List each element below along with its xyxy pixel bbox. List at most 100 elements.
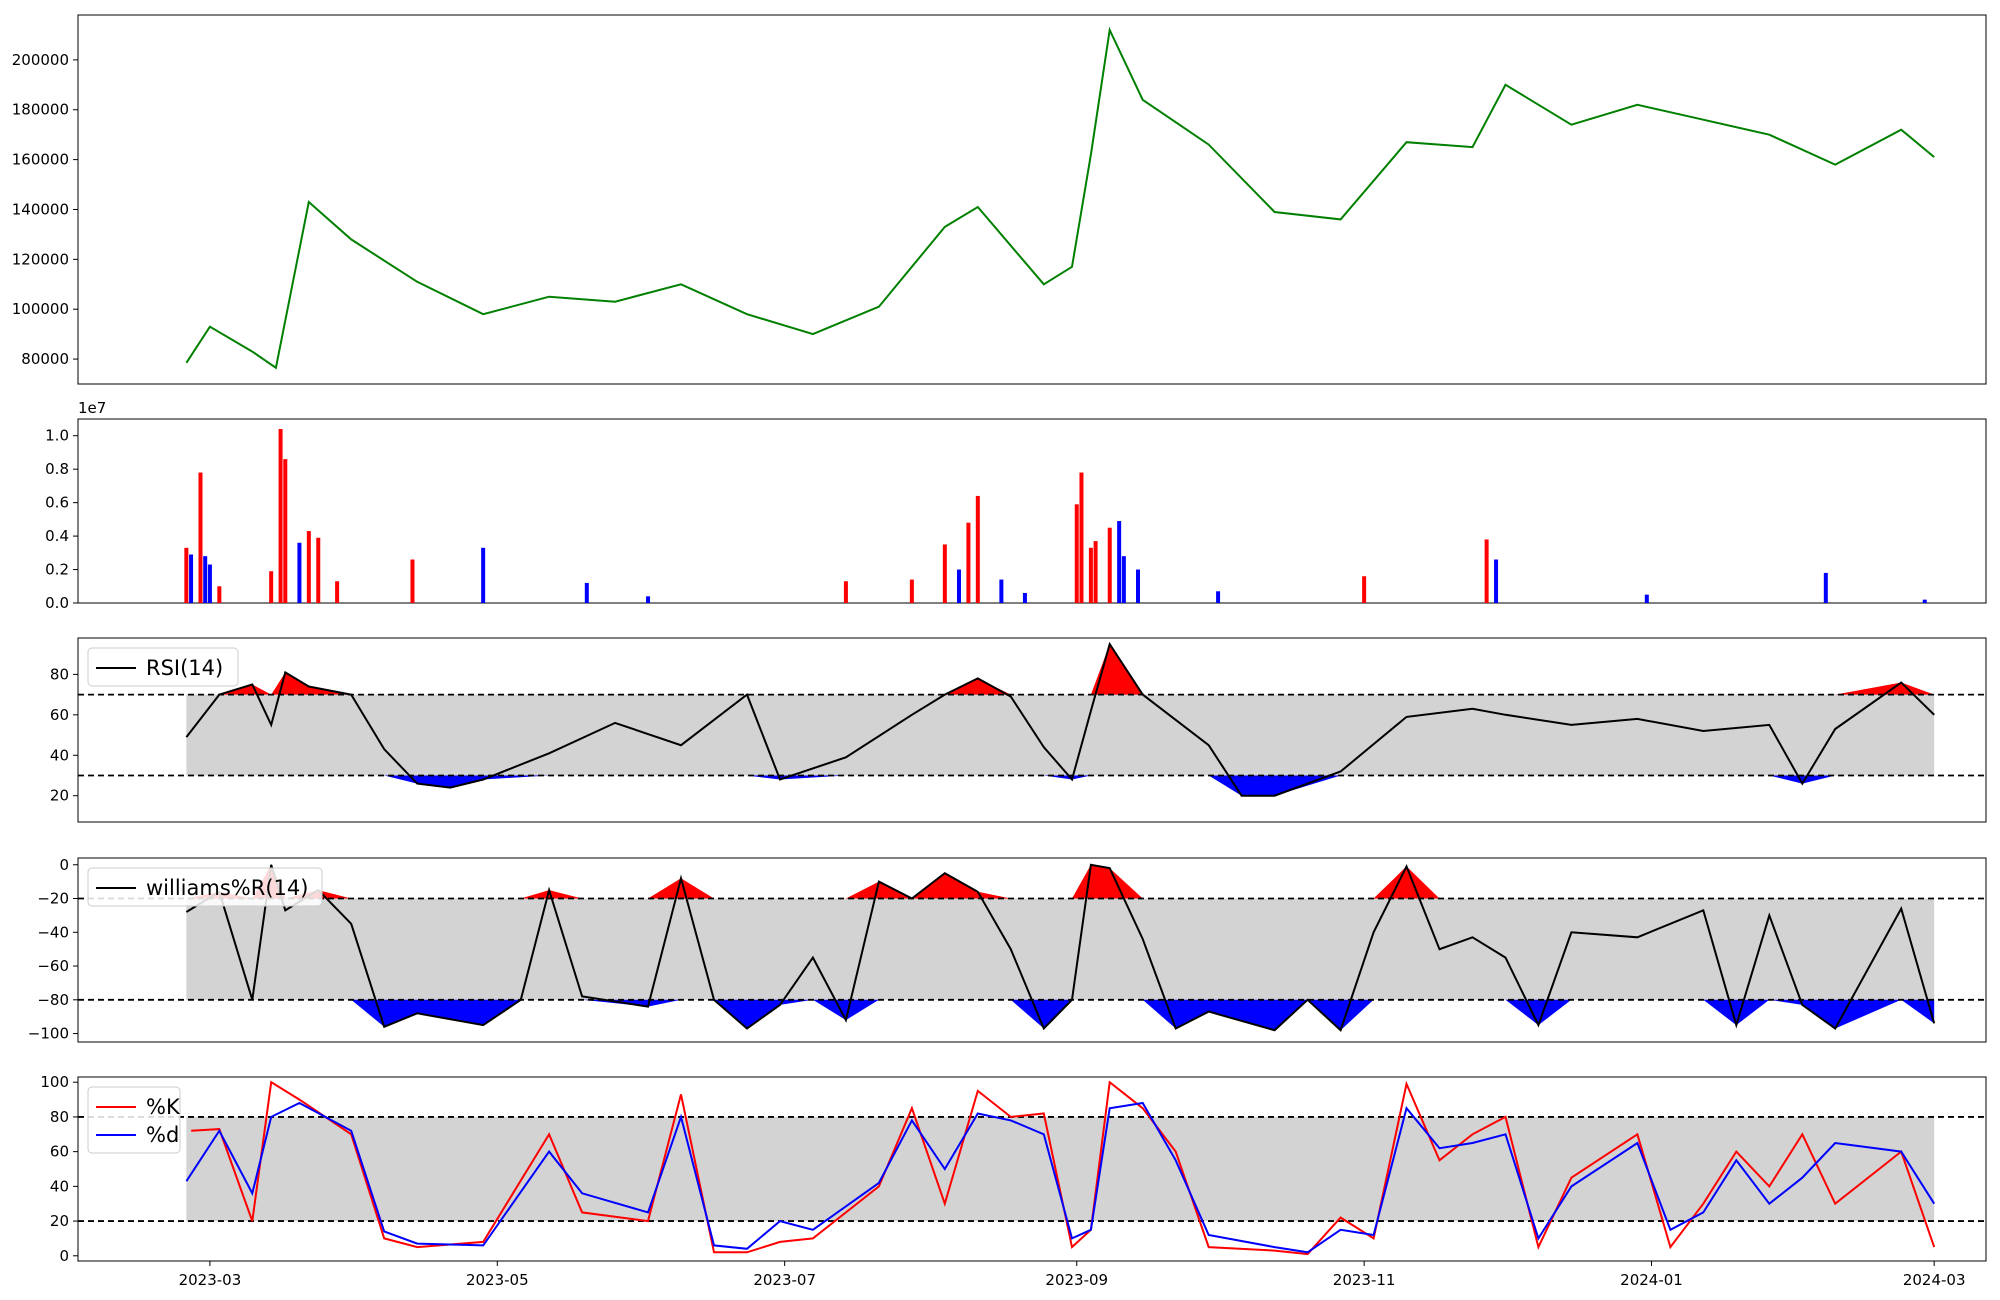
volume-ytick-label: 0.0 — [45, 594, 69, 612]
williams-ytick-label: −60 — [37, 957, 69, 975]
volume-bar — [1644, 594, 1649, 603]
date-tick-label: 2023-05 — [466, 1271, 529, 1289]
volume-bar — [278, 429, 283, 603]
stochastic-ytick-label: 0 — [59, 1247, 69, 1265]
stochastic-ytick-label: 40 — [50, 1177, 69, 1195]
rsi-panel-frame — [77, 637, 1987, 823]
williams-line — [185, 863, 1936, 1032]
volume-bar — [1484, 539, 1489, 603]
volume-bar — [335, 581, 340, 603]
legend-label: williams%R(14) — [146, 876, 308, 900]
stochastic-ytick-label: 60 — [50, 1143, 69, 1161]
volume-bar — [584, 582, 589, 603]
volume-bar — [217, 586, 222, 603]
williams-ytick-label: −100 — [28, 1025, 69, 1043]
price-ytick-label: 100000 — [12, 300, 69, 318]
stochastic-k-line — [191, 1080, 1936, 1256]
rsi-neutral-band — [186, 694, 1935, 776]
price-line — [185, 26, 1935, 370]
rsi-ytick-label: 80 — [50, 665, 69, 683]
williams-oversold-fill — [186, 999, 1935, 1031]
volume-bar — [1079, 472, 1084, 603]
price-ytick-label: 200000 — [12, 51, 69, 69]
volume-bar — [909, 579, 914, 603]
volume-bar — [956, 569, 961, 603]
volume-bar — [203, 556, 208, 603]
williams-panel-frame — [77, 857, 1987, 1043]
rsi-oversold-fill — [186, 775, 1935, 796]
price-ytick-label: 80000 — [21, 350, 69, 368]
date-tick-label: 2024-01 — [1620, 1271, 1683, 1289]
williams-ytick-label: −80 — [37, 991, 69, 1009]
stochastic-d-line — [185, 1101, 1936, 1254]
williams-ytick-label: 0 — [59, 856, 69, 874]
volume-bar — [646, 596, 651, 603]
williams-ytick-label: −20 — [37, 890, 69, 908]
volume-bar — [297, 542, 302, 603]
volume-ytick-label: 0.2 — [45, 561, 69, 579]
volume-ytick-label: 0.4 — [45, 527, 69, 545]
volume-bar — [942, 544, 947, 603]
legend-label: RSI(14) — [146, 656, 223, 680]
stochastic-ytick-label: 100 — [40, 1073, 69, 1091]
legend-label: %K — [146, 1095, 181, 1119]
volume-bar — [1922, 599, 1927, 603]
volume-bar — [1362, 576, 1367, 603]
volume-bar — [1216, 591, 1221, 603]
date-tick-label: 2024-03 — [1903, 1271, 1966, 1289]
rsi-ytick-label: 40 — [50, 746, 69, 764]
legend-box — [87, 647, 239, 687]
stochastic-ytick-label: 20 — [50, 1212, 69, 1230]
volume-bar — [966, 522, 971, 603]
date-tick-label: 2023-09 — [1045, 1271, 1108, 1289]
price-panel-frame — [77, 14, 1987, 385]
volume-bar — [1136, 569, 1140, 603]
volume-bar — [1093, 541, 1098, 603]
volume-bar — [207, 564, 212, 603]
volume-bar — [410, 559, 415, 603]
volume-bar — [843, 581, 848, 603]
volume-bar — [1494, 559, 1499, 603]
williams-ytick-label: −40 — [37, 923, 69, 941]
date-tick-label: 2023-03 — [179, 1271, 242, 1289]
williams-neutral-band — [186, 898, 1935, 1000]
volume-bar — [1088, 547, 1093, 603]
rsi-overbought-fill — [186, 644, 1935, 695]
volume-ytick-label: 1.0 — [45, 427, 69, 445]
volume-bar — [184, 547, 189, 603]
volume-bar — [1117, 521, 1122, 603]
volume-bar — [999, 579, 1004, 603]
price-ytick-label: 180000 — [12, 101, 69, 119]
volume-bar — [306, 531, 311, 603]
stochastic-neutral-band — [186, 1116, 1935, 1222]
volume-bar — [1022, 592, 1027, 603]
rsi-ytick-label: 20 — [50, 787, 69, 805]
date-tick-label: 2023-07 — [753, 1271, 816, 1289]
volume-bar — [1121, 556, 1126, 603]
volume-panel-frame — [77, 418, 1987, 604]
volume-bar — [1823, 572, 1828, 603]
legend-box — [87, 1086, 181, 1154]
rsi-line — [185, 641, 1935, 797]
volume-scale-label: 1e7 — [78, 399, 106, 417]
volume-bar — [198, 472, 203, 603]
date-tick-label: 2023-11 — [1333, 1271, 1396, 1289]
volume-bar — [316, 537, 321, 603]
volume-ytick-label: 0.6 — [45, 494, 69, 512]
stochastic-ytick-label: 80 — [50, 1108, 69, 1126]
price-ytick-label: 160000 — [12, 151, 69, 169]
williams-overbought-fill — [186, 864, 1935, 899]
legend-label: %d — [146, 1123, 179, 1147]
price-ytick-label: 120000 — [12, 250, 69, 268]
volume-bar — [975, 495, 980, 603]
volume-bar — [269, 571, 274, 603]
volume-bar — [189, 554, 194, 603]
rsi-ytick-label: 60 — [50, 706, 69, 724]
volume-bar — [283, 459, 288, 603]
volume-ytick-label: 0.8 — [45, 460, 69, 478]
volume-bar — [481, 547, 486, 603]
price-ytick-label: 140000 — [12, 200, 69, 218]
legend-box — [87, 867, 323, 907]
stochastic-panel-frame — [77, 1076, 1987, 1262]
